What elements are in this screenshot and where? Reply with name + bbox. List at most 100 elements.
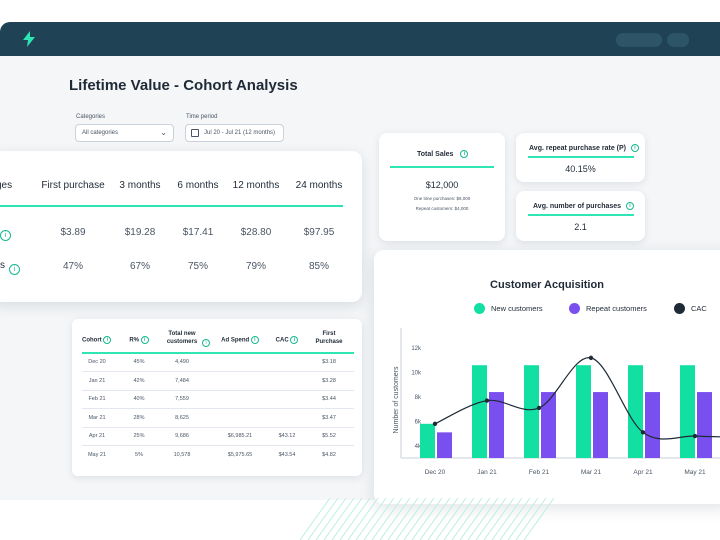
info-icon[interactable]: i bbox=[140, 336, 149, 344]
cac-point bbox=[640, 430, 646, 435]
ltv-header-24-months: 24 months bbox=[295, 180, 343, 191]
bar-repeat-customers bbox=[541, 392, 556, 458]
chart-title: Customer Acquisition bbox=[490, 279, 604, 291]
cohort-cell: 42% bbox=[133, 377, 145, 384]
avg-purchases-card: Avg. number of purchases i 2.1 bbox=[516, 191, 645, 241]
ltv-header-divider bbox=[0, 205, 343, 207]
app-topbar bbox=[0, 22, 720, 56]
cohort-cell: $3.28 bbox=[322, 377, 336, 384]
cohort-header-divider bbox=[82, 352, 354, 354]
cohort-cell: $3.44 bbox=[322, 396, 336, 402]
legend-repeat-customers: Repeat customers bbox=[569, 303, 647, 314]
topbar-avatar[interactable] bbox=[667, 33, 689, 47]
avg-purchases-info-icon[interactable]: i bbox=[626, 202, 634, 210]
cohort-cell: 8,625 bbox=[175, 414, 189, 421]
cohort-row-divider bbox=[82, 445, 354, 446]
cohort-cell: 10,578 bbox=[173, 451, 191, 458]
cohort-cell: Mar 21 bbox=[88, 414, 106, 421]
ltv-card: ges First purchase 3 months 6 months 12 … bbox=[0, 151, 362, 302]
customer-acquisition-card: Customer Acquisition New customers Repea… bbox=[374, 250, 720, 504]
calendar-icon bbox=[191, 129, 199, 137]
ltv-row-1-info-icon[interactable]: i bbox=[0, 227, 11, 245]
total-sales-title: Total Sales i bbox=[417, 150, 469, 158]
repeat-rate-title: Avg. repeat purchase rate (P) i bbox=[529, 144, 639, 152]
total-sales-title-text: Total Sales bbox=[417, 150, 454, 158]
legend-cac: CAC bbox=[674, 303, 707, 314]
bar-new-customers bbox=[472, 365, 487, 458]
info-icon[interactable]: i bbox=[250, 336, 259, 344]
bar-repeat-customers bbox=[489, 392, 504, 458]
categories-select[interactable]: All categories ⌄ bbox=[75, 124, 174, 142]
cohort-col-label: R% bbox=[129, 337, 139, 344]
cohort-cell: 9,686 bbox=[175, 433, 189, 439]
bar-repeat-customers bbox=[645, 392, 660, 458]
x-tick-label: Jan 21 bbox=[477, 469, 497, 476]
ltv-cell: 47% bbox=[62, 261, 83, 272]
cohort-cell: $3.18 bbox=[322, 359, 336, 365]
legend-dot-icon bbox=[569, 303, 580, 314]
repeat-rate-divider bbox=[528, 156, 634, 158]
total-sales-one-time: One time purchases: $6,000 bbox=[413, 196, 471, 201]
info-icon[interactable]: i bbox=[103, 336, 112, 344]
time-period-label: Time period bbox=[186, 114, 218, 120]
info-icon[interactable]: i bbox=[202, 334, 210, 352]
ltv-cell: $17.41 bbox=[182, 227, 214, 238]
cac-point bbox=[536, 405, 542, 411]
cac-point bbox=[484, 398, 490, 403]
bar-new-customers bbox=[576, 365, 591, 458]
ltv-cell: 85% bbox=[308, 261, 329, 272]
repeat-rate-info-icon[interactable]: i bbox=[630, 144, 639, 152]
avg-purchases-value: 2.1 bbox=[574, 222, 587, 232]
ltv-header-6-months: 6 months bbox=[177, 180, 219, 191]
legend-dot-icon bbox=[674, 303, 685, 314]
cohort-cell: Feb 21 bbox=[88, 396, 106, 402]
ltv-row-2-label: s bbox=[0, 260, 5, 271]
total-sales-divider bbox=[390, 166, 494, 168]
cohort-cell: 5% bbox=[135, 451, 143, 458]
cohort-row-divider bbox=[82, 408, 354, 409]
cohort-row-divider bbox=[82, 426, 354, 428]
cohort-cell: $3.47 bbox=[322, 414, 336, 421]
time-period-value: Jul 20 - Jul 21 (12 months) bbox=[204, 130, 276, 136]
cohort-col-r: R% i bbox=[124, 336, 154, 345]
cohort-cell: 40% bbox=[133, 396, 145, 402]
ltv-header-first-purchase: First purchase bbox=[41, 180, 105, 191]
info-icon[interactable]: i bbox=[290, 336, 299, 344]
cohort-cell: Apr 21 bbox=[88, 433, 106, 439]
ltv-header-row-label: ges bbox=[0, 180, 13, 191]
page-title: Lifetime Value - Cohort Analysis bbox=[69, 77, 298, 94]
cohort-col-first-purchase: First Purchase bbox=[315, 331, 343, 345]
avg-purchases-title-text: Avg. number of purchases bbox=[533, 202, 622, 210]
ltv-cell: $3.89 bbox=[60, 227, 86, 238]
y-axis-title: Number of customers bbox=[393, 366, 400, 433]
cohort-cell: May 21 bbox=[87, 451, 107, 458]
cohort-cell: Dec 20 bbox=[88, 359, 106, 365]
cohort-cell: $5,975.65 bbox=[227, 451, 253, 458]
cohort-cell: $5.52 bbox=[322, 433, 336, 439]
cohort-col-label: Cohort bbox=[82, 337, 102, 344]
legend-new-customers: New customers bbox=[474, 303, 543, 314]
bar-repeat-customers bbox=[697, 392, 712, 458]
legend-label: Repeat customers bbox=[586, 304, 647, 313]
y-tick-label: 8k bbox=[415, 395, 422, 401]
ltv-row-2-info-icon[interactable]: i bbox=[9, 261, 20, 279]
cac-point bbox=[588, 355, 594, 361]
y-tick-label: 6k bbox=[415, 419, 422, 425]
x-tick-label: Feb 21 bbox=[529, 469, 550, 476]
cohort-row-divider bbox=[82, 371, 354, 372]
x-tick-label: Apr 21 bbox=[633, 469, 653, 476]
cohort-cell: 7,559 bbox=[175, 396, 189, 402]
decorative-stripes bbox=[300, 498, 555, 540]
x-tick-label: Mar 21 bbox=[581, 469, 602, 476]
categories-label: Categories bbox=[76, 114, 106, 120]
time-period-picker[interactable]: Jul 20 - Jul 21 (12 months) bbox=[185, 124, 284, 142]
x-tick-label: May 21 bbox=[684, 469, 706, 476]
cohort-col-label: CAC bbox=[275, 337, 289, 344]
total-sales-info-icon[interactable]: i bbox=[460, 150, 469, 158]
cohort-cell: 28% bbox=[133, 414, 145, 421]
cohort-cell: $43.54 bbox=[278, 451, 296, 458]
bar-repeat-customers bbox=[437, 432, 452, 458]
topbar-pill-control[interactable] bbox=[616, 33, 662, 47]
ltv-header-12-months: 12 months bbox=[232, 180, 280, 191]
total-sales-repeat: Repeat customers: $4,000 bbox=[415, 206, 469, 211]
